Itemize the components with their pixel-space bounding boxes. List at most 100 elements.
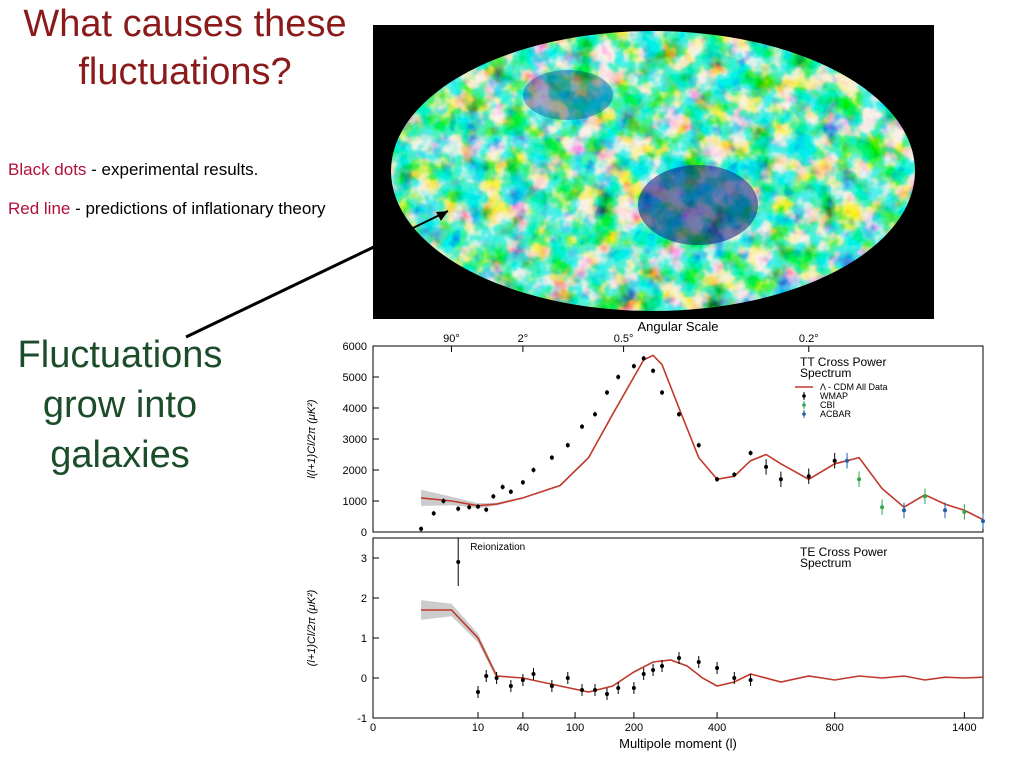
- title-line-1: What causes these: [23, 3, 347, 45]
- fluct-line-2: grow into: [42, 384, 198, 426]
- te-data-point: [651, 668, 656, 672]
- tt-data-point: [641, 356, 646, 361]
- te-ytick-label: 3: [361, 553, 367, 565]
- tt-data-point: [419, 526, 424, 531]
- tt-data-point: [922, 494, 927, 499]
- te-variance-band: [421, 600, 497, 680]
- tt-data-point: [604, 390, 609, 395]
- tt-data-point: [476, 504, 480, 509]
- tt-data-point: [441, 499, 446, 503]
- fluctuations-text: Fluctuations grow into galaxies: [0, 330, 240, 480]
- title-line-2: fluctuations?: [78, 51, 292, 93]
- angular-tick-label: 0.5°: [614, 333, 634, 345]
- te-data-point: [494, 676, 499, 680]
- te-data-point: [592, 688, 597, 692]
- tt-ytick-label: 3000: [343, 434, 367, 446]
- tt-data-point: [431, 511, 436, 516]
- tt-data-point: [500, 485, 505, 490]
- cmb-sky-map: [373, 25, 934, 319]
- tt-data-point: [880, 505, 885, 510]
- tt-title-line2: Spectrum: [800, 366, 851, 380]
- tt-data-point: [508, 489, 513, 494]
- tt-data-point: [962, 509, 967, 514]
- te-data-point: [520, 678, 525, 682]
- te-xtick-label: 200: [625, 722, 643, 734]
- te-xtick-label: 800: [826, 722, 844, 734]
- te-data-point: [508, 684, 513, 688]
- tt-data-point: [549, 455, 554, 460]
- legend-entry-label: Λ - CDM All Data: [820, 382, 888, 392]
- legend-entry-label: CBI: [820, 400, 835, 410]
- tt-theory-line: [421, 354, 984, 521]
- tt-ytick-label: 2000: [343, 465, 367, 477]
- te-ytick-label: 1: [361, 633, 367, 645]
- tt-ytick-label: 6000: [343, 341, 367, 353]
- cmb-cold-region-2: [523, 70, 613, 120]
- te-data-point: [641, 672, 646, 676]
- tt-ytick-label: 1000: [343, 496, 367, 508]
- te-title-line1: TE Cross Power: [800, 545, 887, 559]
- cmb-noise-field: [391, 31, 915, 311]
- tt-data-point: [806, 474, 811, 479]
- tt-data-point: [456, 506, 461, 511]
- tt-data-point: [778, 477, 783, 482]
- te-ytick-label: -1: [357, 713, 367, 725]
- legend-red-line: Red line - predictions of inflationary t…: [8, 199, 326, 219]
- tt-data-point: [565, 443, 570, 448]
- tt-data-point: [484, 507, 489, 512]
- cmb-cold-region: [638, 165, 758, 245]
- te-frame: [372, 537, 984, 719]
- cmb-map-svg: [391, 31, 915, 311]
- legend-swatch-dot: [802, 412, 806, 416]
- tt-data-point: [832, 458, 837, 463]
- reionization-label: Reionization: [470, 542, 525, 553]
- legend-desc-red-line: - predictions of inflationary theory: [70, 199, 326, 218]
- tt-data-point: [732, 472, 737, 477]
- tt-data-point: [660, 390, 665, 395]
- te-theory-line: [421, 609, 984, 693]
- te-data-point: [484, 674, 489, 678]
- tt-title-line1: TT Cross Power: [800, 355, 886, 369]
- te-xtick-label: 10: [472, 722, 484, 734]
- angular-tick-label: 90°: [443, 333, 460, 345]
- te-data-point: [531, 672, 536, 676]
- te-data-point: [631, 686, 636, 690]
- legend-desc-black-dots: - experimental results.: [86, 160, 259, 179]
- te-data-point: [580, 688, 585, 692]
- tt-data-point: [696, 443, 701, 448]
- te-data-point: [732, 676, 737, 680]
- angular-tick-label: 2°: [518, 333, 529, 345]
- tt-data-point: [845, 458, 850, 463]
- te-data-point: [748, 678, 753, 682]
- tt-ytick-label: 0: [361, 527, 367, 539]
- tt-ytick-label: 4000: [343, 403, 367, 415]
- legend-entry-label: WMAP: [820, 391, 848, 401]
- legend-black-dots: Black dots - experimental results.: [8, 160, 258, 180]
- tt-data-point: [467, 505, 472, 510]
- legend-key-red-line: Red line: [8, 199, 71, 218]
- tt-data-point: [715, 477, 720, 482]
- te-data-point: [715, 666, 720, 670]
- legend-entry-label: ACBAR: [820, 409, 852, 419]
- fluct-line-3: galaxies: [50, 434, 190, 476]
- legend-key-black-dots: Black dots: [8, 160, 87, 179]
- tt-data-point: [764, 464, 769, 469]
- te-ytick-label: 0: [361, 673, 367, 685]
- te-data-point: [677, 656, 682, 660]
- te-xtick-label: 1400: [952, 722, 976, 734]
- tt-data-point: [531, 468, 536, 472]
- tt-data-point: [592, 412, 597, 417]
- tt-data-point: [631, 364, 636, 369]
- te-ytick-label: 2: [361, 593, 367, 605]
- te-data-point: [696, 660, 701, 664]
- te-xtick-label: 400: [708, 722, 726, 734]
- tt-data-point: [580, 424, 585, 429]
- te-data-point: [565, 676, 570, 680]
- te-data-point: [549, 684, 554, 688]
- tt-data-point: [491, 494, 496, 499]
- tt-panel: 0 1000 2000 3000 4000 5000 6000 90° 2° 0.5° 0.2° An…: [306, 320, 985, 539]
- legend-swatch-dot: [802, 403, 806, 407]
- tt-data-point: [651, 368, 656, 373]
